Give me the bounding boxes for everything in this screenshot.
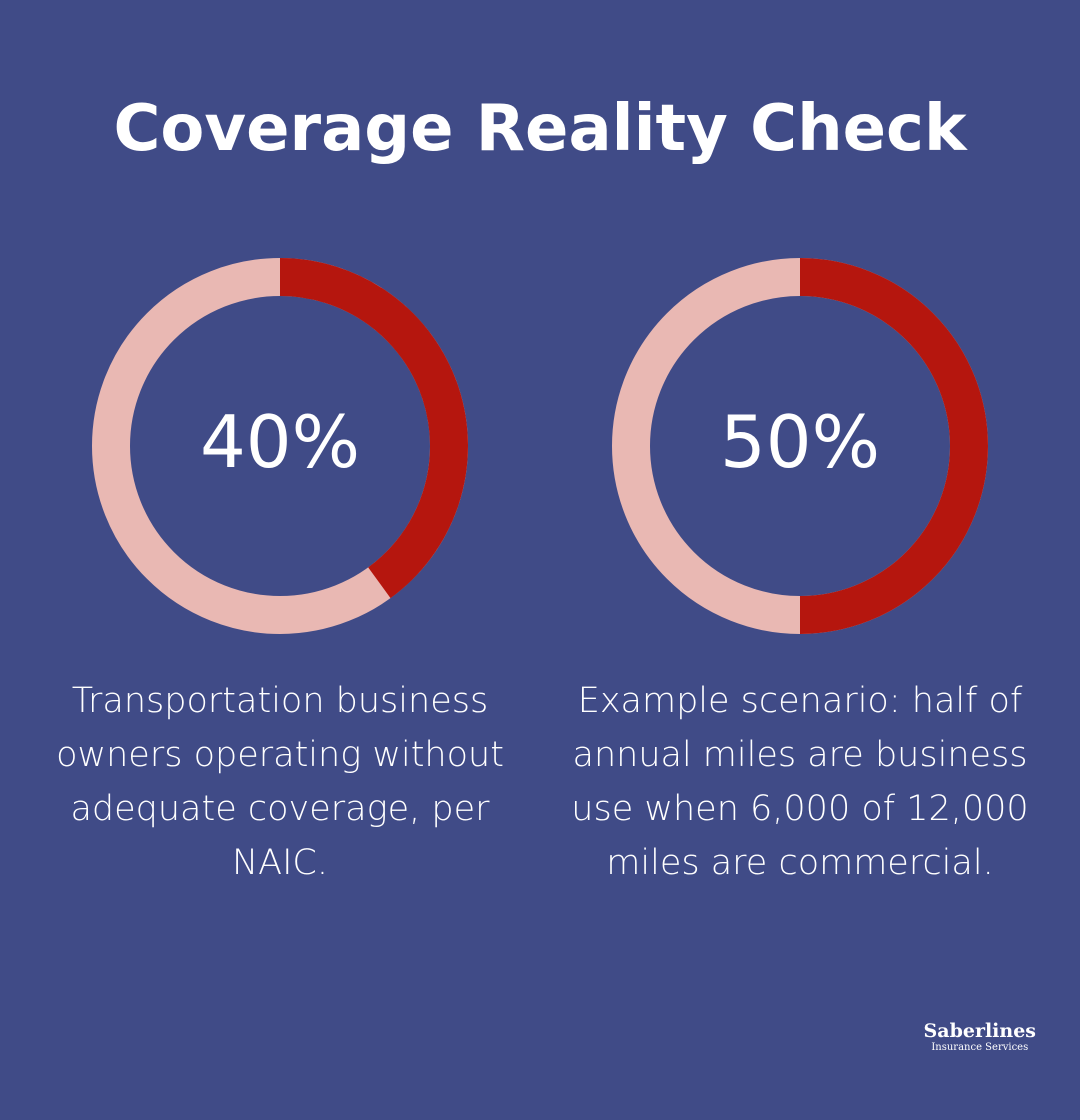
donut-arc bbox=[799, 258, 988, 634]
caption: Example scenario: half of annual miles a… bbox=[571, 681, 1029, 883]
title: Coverage Reality Check bbox=[113, 92, 967, 166]
value-label: 40% bbox=[200, 400, 360, 484]
donut-arc bbox=[279, 258, 468, 599]
brand-name: Saberlines bbox=[923, 1020, 1036, 1042]
brand-logo: Saberlines Insurance Services bbox=[924, 1020, 1036, 1053]
value-label: 50% bbox=[720, 400, 880, 484]
caption: Transportation business owners operating… bbox=[56, 681, 504, 883]
brand-tagline: Insurance Services bbox=[931, 1042, 1029, 1053]
